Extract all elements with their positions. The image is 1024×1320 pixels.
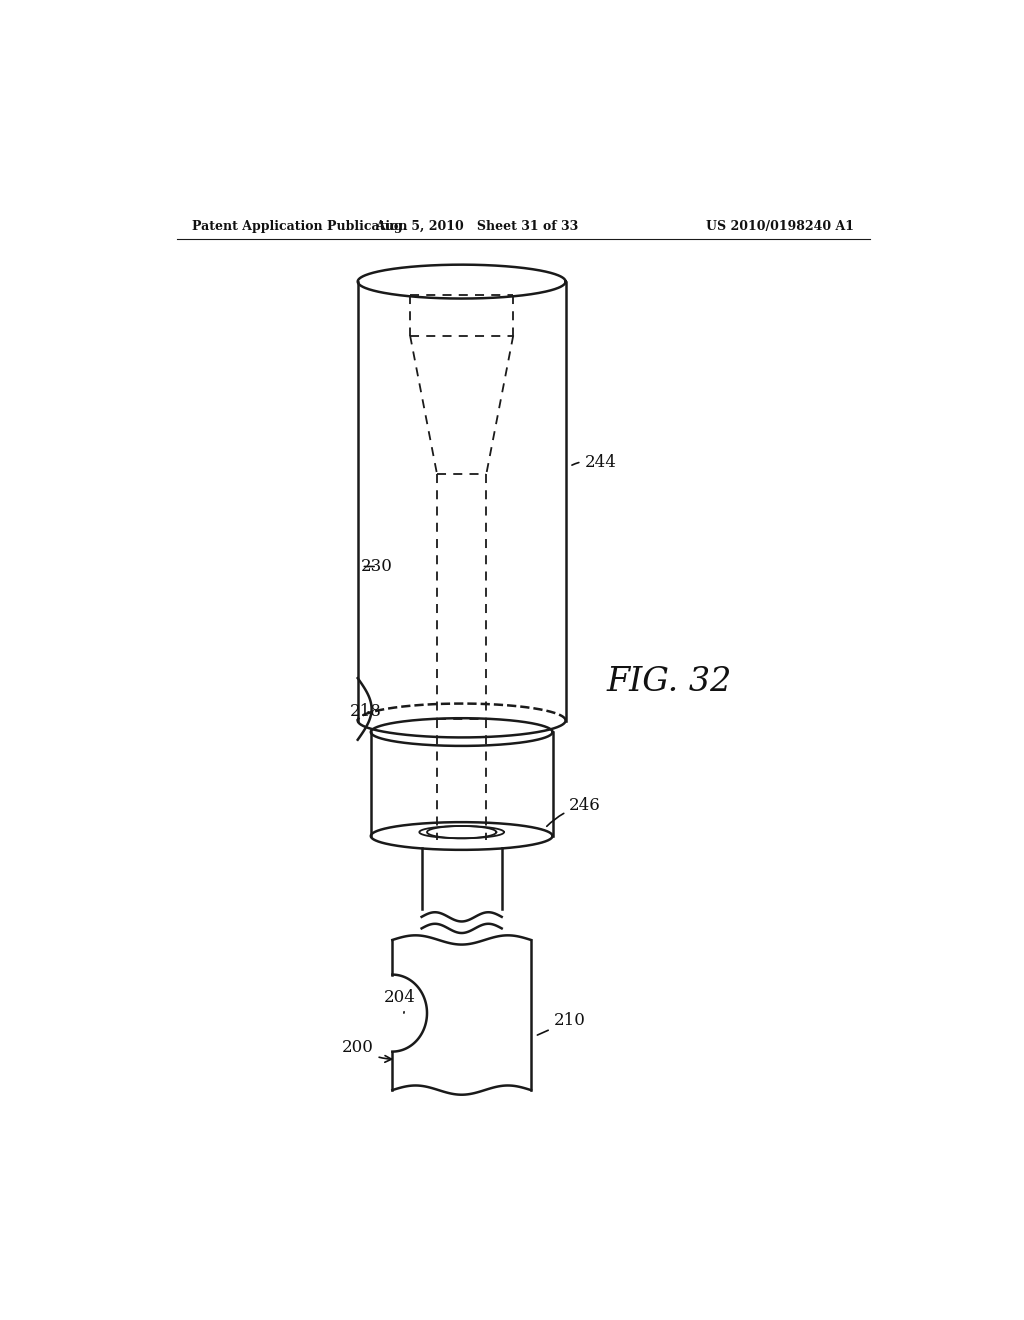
Text: 204: 204 xyxy=(384,989,416,1014)
Text: 218: 218 xyxy=(349,702,381,719)
Text: 210: 210 xyxy=(538,1012,586,1035)
Text: US 2010/0198240 A1: US 2010/0198240 A1 xyxy=(707,219,854,232)
Text: FIG. 32: FIG. 32 xyxy=(607,667,732,698)
Text: 244: 244 xyxy=(572,454,616,471)
Text: 230: 230 xyxy=(361,558,393,576)
Text: Patent Application Publication: Patent Application Publication xyxy=(193,219,408,232)
Text: Aug. 5, 2010   Sheet 31 of 33: Aug. 5, 2010 Sheet 31 of 33 xyxy=(376,219,579,232)
Text: 246: 246 xyxy=(547,797,601,826)
Text: 200: 200 xyxy=(342,1039,391,1063)
